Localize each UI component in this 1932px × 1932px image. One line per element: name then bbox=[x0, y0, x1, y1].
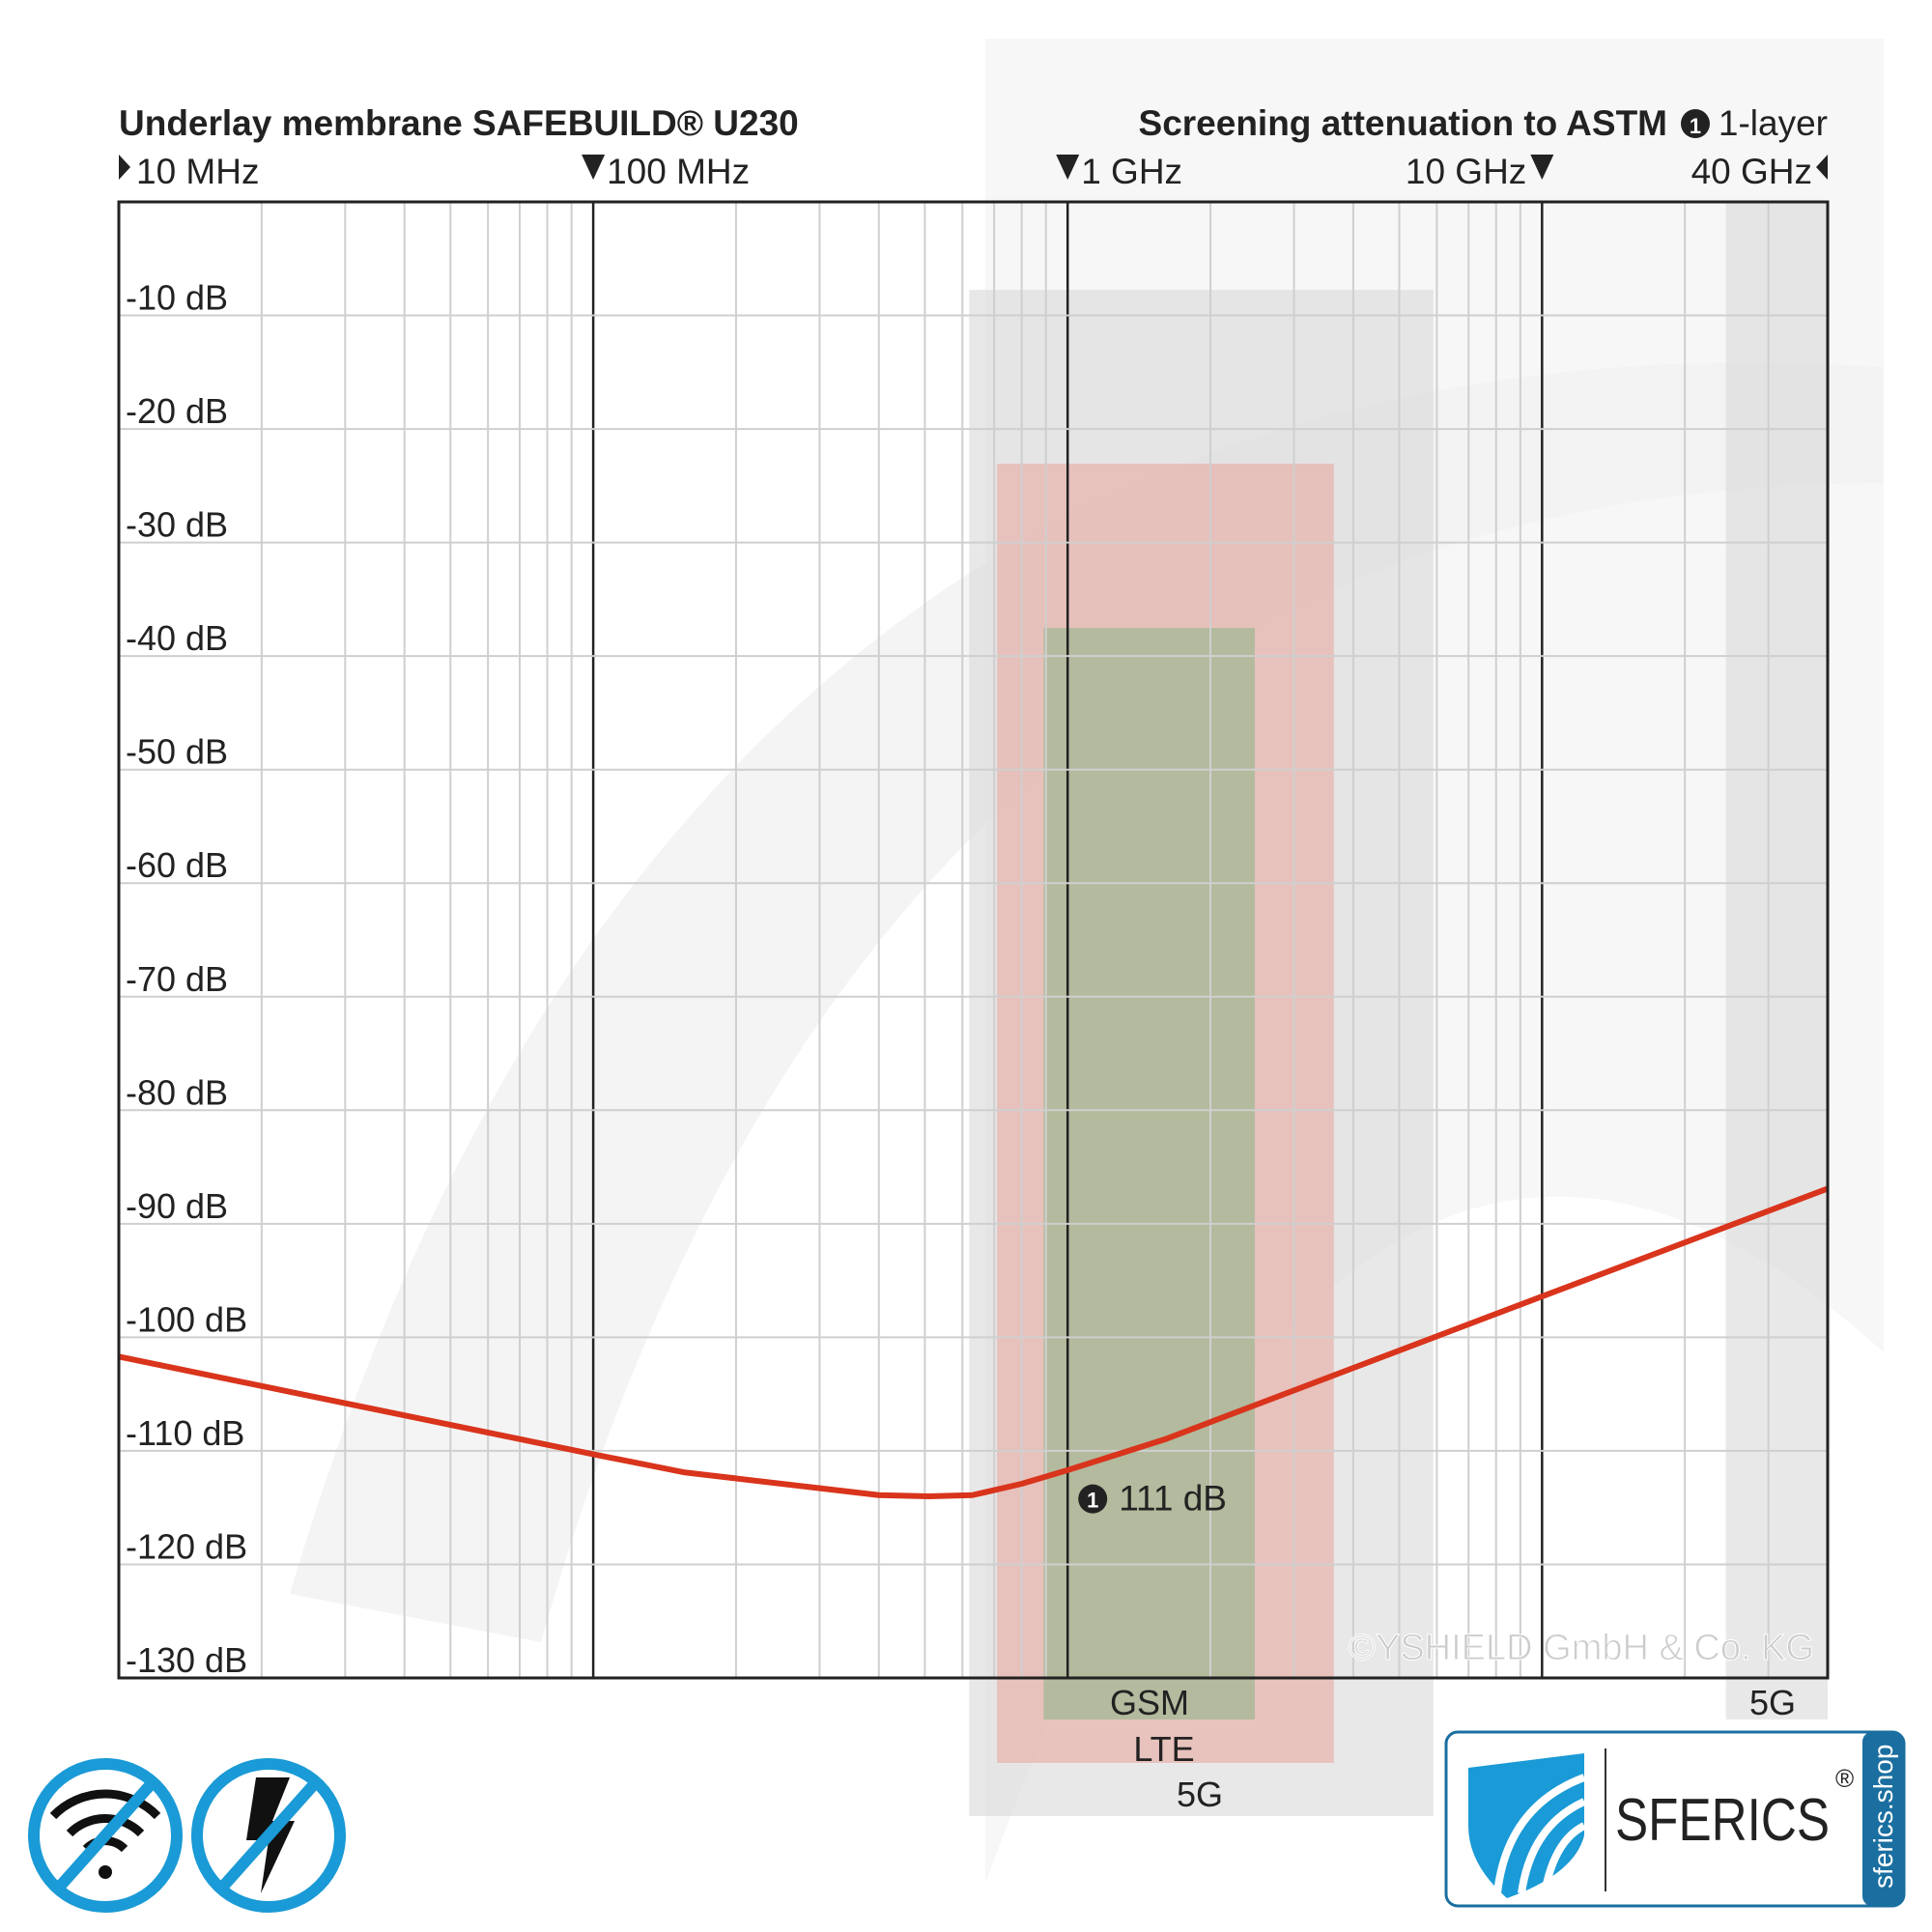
y-tick-label: -60 dB bbox=[126, 845, 228, 885]
y-tick-label: -10 dB bbox=[126, 278, 228, 318]
y-tick-label: -80 dB bbox=[126, 1072, 228, 1112]
x-tick-marker-icon bbox=[1816, 155, 1828, 180]
legend-label: 1-layer bbox=[1719, 103, 1828, 143]
y-tick-label: -40 dB bbox=[126, 618, 228, 658]
x-tick-label: 10 GHz bbox=[1406, 152, 1526, 191]
y-tick-label: -130 dB bbox=[126, 1640, 247, 1680]
x-tick-marker-icon bbox=[119, 155, 130, 180]
band-label: 5G bbox=[1177, 1775, 1223, 1814]
y-tick-label: -20 dB bbox=[126, 391, 228, 431]
band-5g bbox=[1725, 202, 1828, 1719]
plot-frame bbox=[117, 200, 1830, 1680]
x-tick-label: 40 GHz bbox=[1691, 152, 1812, 191]
annotation-marker bbox=[1078, 1484, 1108, 1514]
annotation-marker-number: 1 bbox=[1087, 1489, 1098, 1513]
chart-title: Underlay membrane SAFEBUILD® U230 bbox=[119, 103, 799, 143]
band-label: LTE bbox=[1133, 1729, 1194, 1769]
no-wifi-icon bbox=[28, 1758, 183, 1913]
x-tick-label: 10 MHz bbox=[136, 152, 259, 191]
y-tick-label: -90 dB bbox=[126, 1186, 228, 1226]
logo-site: sferics.shop bbox=[1868, 1745, 1898, 1889]
copyright-watermark: ©YSHIELD GmbH & Co. KG bbox=[1349, 1628, 1814, 1668]
annotation-label: 111 dB bbox=[1119, 1479, 1227, 1519]
no-electric-field-icon bbox=[191, 1758, 346, 1913]
y-tick-label: -120 dB bbox=[126, 1526, 247, 1566]
y-tick-label: -110 dB bbox=[126, 1413, 244, 1453]
x-tick-label: 1 GHz bbox=[1081, 152, 1182, 191]
band-gsm bbox=[1043, 628, 1255, 1719]
logo-brand: SFERICS bbox=[1615, 1787, 1830, 1854]
x-tick-marker-icon bbox=[1056, 155, 1080, 180]
x-tick-label: 100 MHz bbox=[607, 152, 750, 191]
legend-marker bbox=[1681, 109, 1710, 138]
y-tick-label: -70 dB bbox=[126, 959, 228, 999]
y-tick-label: -50 dB bbox=[126, 732, 228, 772]
sferics-logo[interactable]: SFERICS ® sferics.shop bbox=[1444, 1730, 1906, 1908]
y-tick-label: -100 dB bbox=[126, 1299, 247, 1339]
chart-subtitle: Screening attenuation to ASTM bbox=[1139, 103, 1667, 143]
band-label: 5G bbox=[1749, 1683, 1796, 1722]
logo-registered: ® bbox=[1835, 1764, 1854, 1793]
y-tick-label: -30 dB bbox=[126, 505, 228, 545]
x-tick-marker-icon bbox=[1530, 155, 1554, 180]
legend-marker-number: 1 bbox=[1690, 114, 1701, 138]
x-tick-marker-icon bbox=[582, 155, 606, 180]
band-label: GSM bbox=[1110, 1683, 1189, 1722]
